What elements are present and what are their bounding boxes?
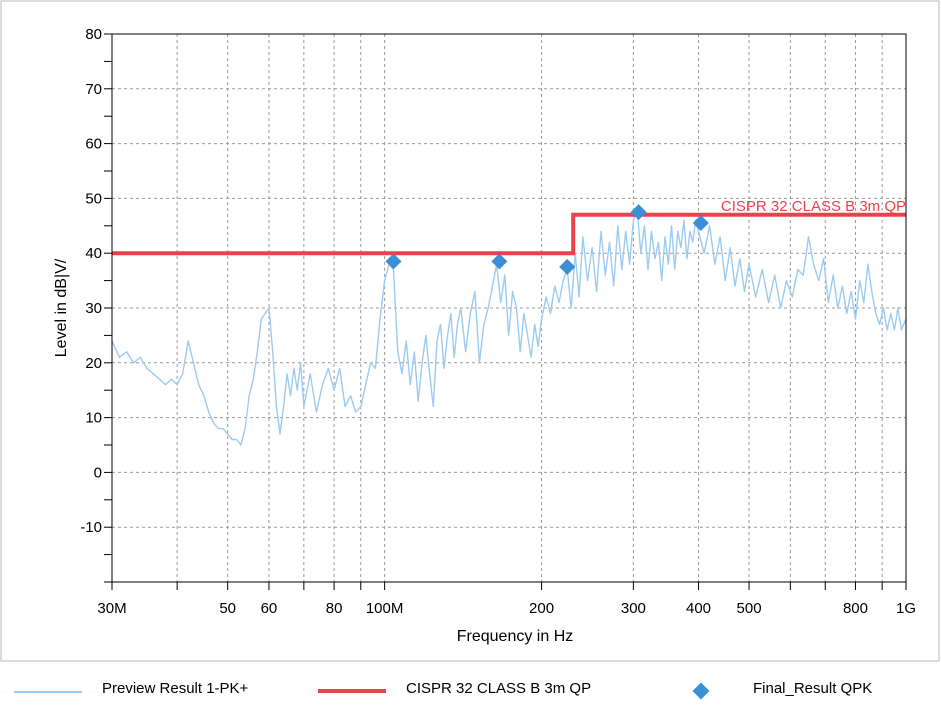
legend-limit-swatch <box>318 689 386 693</box>
limit-line <box>112 212 906 256</box>
y-tick-label: 80 <box>85 26 102 43</box>
x-tick-label: 400 <box>686 600 711 617</box>
legend-limit-label: CISPR 32 CLASS B 3m QP <box>406 680 592 697</box>
legend: Preview Result 1-PK+ CISPR 32 CLASS B 3m… <box>0 672 941 707</box>
final-result-marker <box>491 253 508 270</box>
preview-trace-layer <box>111 208 907 446</box>
y-axis-label: Level in dB|V/ <box>53 258 70 357</box>
limit-line-label: CISPR 32 CLASS B 3m QP <box>721 198 906 215</box>
legend-final-diamond-icon <box>692 682 710 700</box>
y-tick-label: -10 <box>80 519 102 536</box>
y-tick-label: 40 <box>85 245 102 262</box>
y-tick-label: 30 <box>85 300 102 317</box>
final-result-marker <box>385 253 402 270</box>
legend-final-label: Final_Result QPK <box>753 680 873 697</box>
x-tick-label: 100M <box>366 600 404 617</box>
x-tick-label: 30M <box>97 600 126 617</box>
final-result-marker <box>630 204 647 221</box>
x-tick-label: 1G <box>896 600 916 617</box>
final-result-marker <box>692 215 709 232</box>
y-tick-label: 50 <box>85 190 102 207</box>
plot-area-border <box>111 33 907 583</box>
final-result-markers <box>385 204 709 275</box>
x-tick-label: 60 <box>261 600 278 617</box>
emi-chart: -10 0 10 20 30 40 50 60 70 80 30M 50 60 80 100M 200 300 4… <box>0 0 940 662</box>
limit-line-layer <box>112 212 906 256</box>
x-tick-label: 800 <box>843 600 868 617</box>
final-result-marker <box>559 258 576 275</box>
x-axis-label: Frequency in Hz <box>457 628 574 645</box>
legend-preview-label: Preview Result 1-PK+ <box>102 680 249 697</box>
x-tick-label: 50 <box>219 600 236 617</box>
x-tick-label: 300 <box>621 600 646 617</box>
axis-ticks: -10 0 10 20 30 40 50 60 70 80 30M 50 60 80 100M 200 300 4… <box>80 26 916 617</box>
x-tick-label: 80 <box>326 600 343 617</box>
y-tick-label: 20 <box>85 355 102 372</box>
legend-preview-swatch <box>14 691 82 693</box>
x-tick-label: 200 <box>529 600 554 617</box>
y-tick-label: 0 <box>94 464 102 481</box>
y-tick-label: 10 <box>85 410 102 427</box>
y-tick-label: 70 <box>85 81 102 98</box>
preview-trace-line <box>111 208 907 446</box>
x-tick-label: 500 <box>737 600 762 617</box>
y-tick-label: 60 <box>85 136 102 153</box>
chart-frame <box>0 0 940 662</box>
